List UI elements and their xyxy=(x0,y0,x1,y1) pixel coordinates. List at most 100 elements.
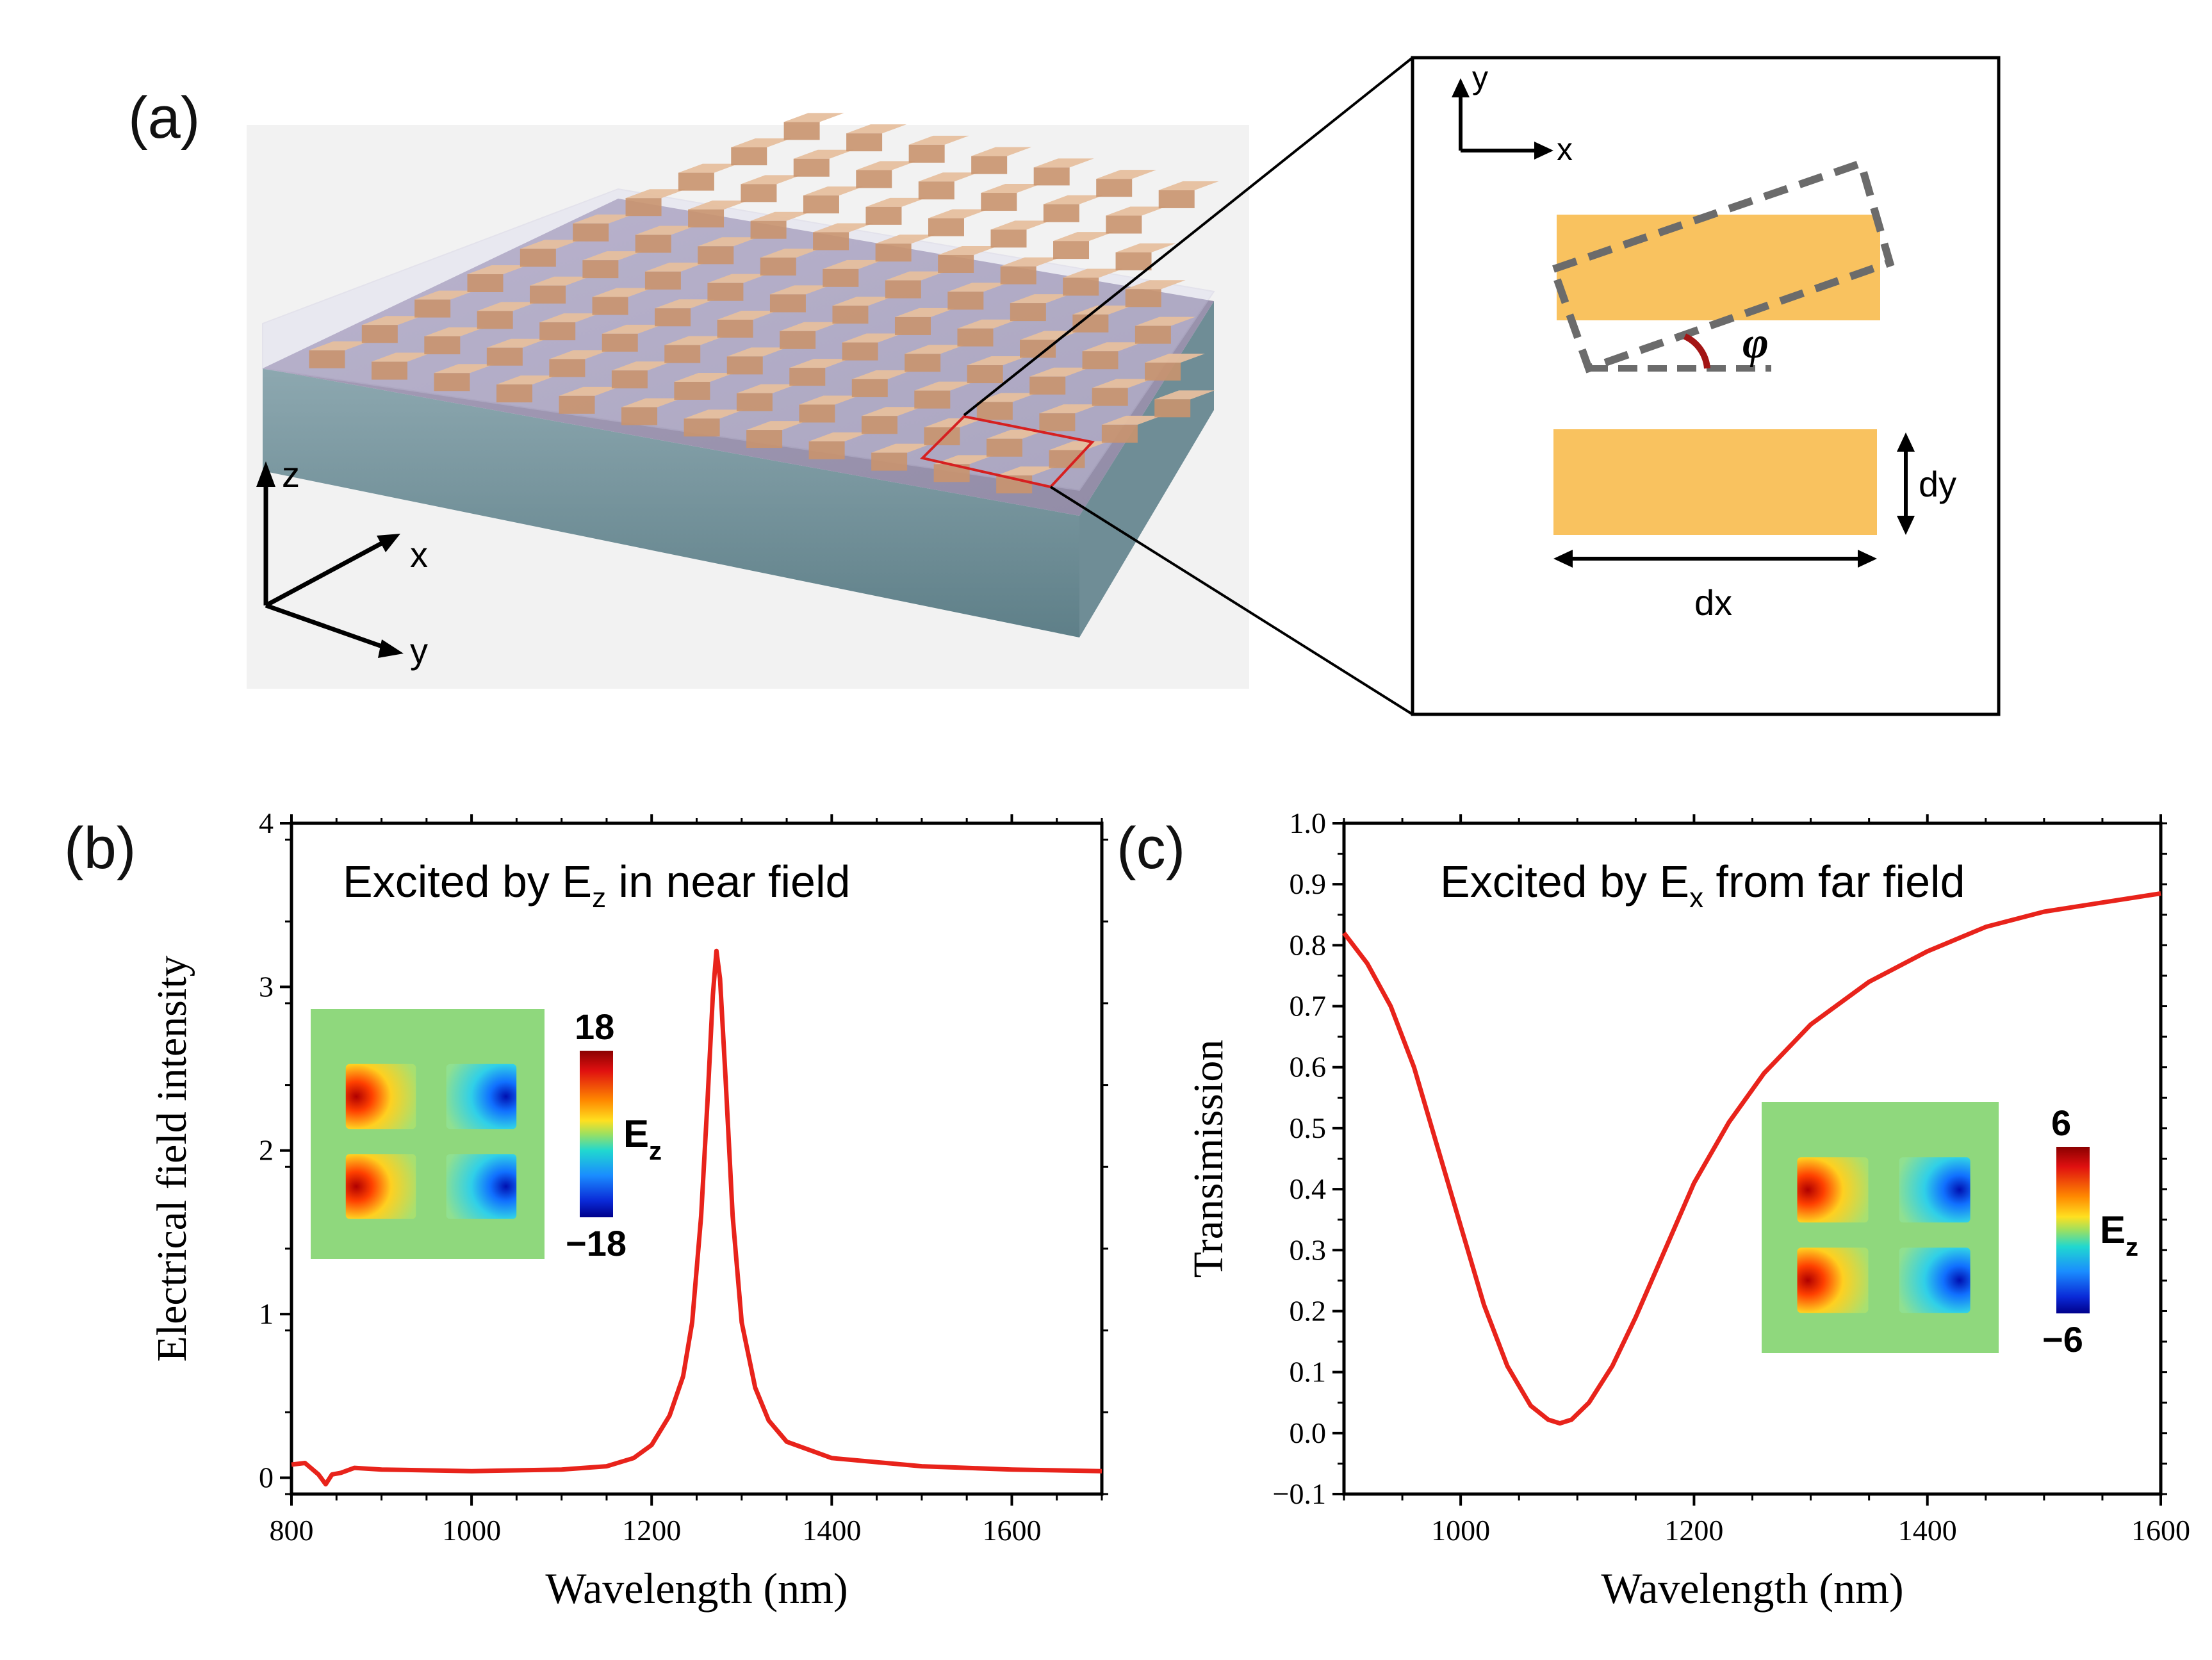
resonator-top xyxy=(726,347,787,357)
resonator-top xyxy=(842,333,903,343)
resonator-top xyxy=(635,226,696,235)
resonator-face xyxy=(1010,303,1046,322)
inset-frame xyxy=(1411,56,2001,716)
inset-x-arrowhead xyxy=(1534,142,1553,160)
resonator-face xyxy=(871,452,908,471)
x-tick-label: 1600 xyxy=(982,1514,1041,1547)
angle-arc xyxy=(1683,333,1710,369)
resonator-top xyxy=(832,297,893,306)
resonator-face xyxy=(414,299,451,318)
axis-z-arrowhead xyxy=(256,461,275,487)
x-tick-label: 1000 xyxy=(442,1514,501,1547)
chart-c-colorbar-min: −6 xyxy=(2042,1319,2083,1360)
series-line-near-field xyxy=(291,948,1102,1487)
y-tick-label: 4 xyxy=(259,807,274,839)
resonator-face xyxy=(823,268,859,287)
resonator-top xyxy=(769,285,830,295)
resonator-face xyxy=(885,280,921,299)
dx-arrowhead-left xyxy=(1553,550,1573,568)
resonator-top xyxy=(875,234,936,244)
resonator-top xyxy=(846,124,907,134)
y-tick-label: 3 xyxy=(259,970,274,1003)
resonator-face xyxy=(434,373,470,391)
chart-b-fieldmap-field-hotspot xyxy=(345,1064,416,1130)
resonator-top xyxy=(371,352,432,362)
resonator-face xyxy=(865,206,902,225)
resonator-top xyxy=(530,276,591,286)
y-tick-label: 0.2 xyxy=(1290,1294,1327,1327)
resonator-face xyxy=(592,297,628,315)
x-tick-label: 1600 xyxy=(2131,1514,2190,1547)
axis-x-arrowhead xyxy=(377,534,400,552)
resonator-top xyxy=(717,311,778,320)
chart-b-fieldmap-field-hotspot xyxy=(446,1154,517,1219)
series-line-transmission xyxy=(1342,891,2161,1426)
axis-y-label: y xyxy=(410,630,428,671)
x-tick-label: 1200 xyxy=(1664,1514,1723,1547)
resonator-top xyxy=(1092,379,1152,388)
resonator-top xyxy=(928,209,988,218)
resonator-face xyxy=(1101,424,1138,443)
annotation-tail: from far field xyxy=(1703,857,1965,907)
resonator-face xyxy=(496,384,533,403)
resonator-top xyxy=(780,322,840,331)
resonator-top xyxy=(684,409,744,419)
resonator-face xyxy=(611,370,648,389)
y-tick-label: 0.8 xyxy=(1290,928,1327,961)
resonator-top xyxy=(908,135,969,145)
panel-c-label: (c) xyxy=(1117,816,1185,881)
resonator-top xyxy=(947,283,1008,292)
resonator-face xyxy=(1000,266,1036,284)
resonator-top xyxy=(918,172,979,182)
resonator-top xyxy=(823,259,883,269)
resonator-top xyxy=(621,398,682,407)
x-tick-label: 1400 xyxy=(1898,1514,1957,1547)
y-tick-label: 0.7 xyxy=(1290,990,1327,1023)
resonator-top xyxy=(789,359,850,368)
resonator-face xyxy=(486,347,523,366)
resonator-face xyxy=(938,254,974,273)
resonator-face xyxy=(467,274,504,292)
resonator-face xyxy=(987,438,1022,457)
resonator-face xyxy=(1053,241,1090,259)
y-tick-label: 0.3 xyxy=(1290,1233,1327,1266)
chart-b-colorbar-label-sub: z xyxy=(649,1137,662,1165)
resonator-top xyxy=(731,138,792,147)
resonator-face xyxy=(928,218,964,236)
resonator-face xyxy=(625,198,662,217)
resonator-face xyxy=(688,209,725,227)
resonator-face xyxy=(780,331,816,349)
chart-b-colorbar-label: E xyxy=(623,1112,649,1155)
resonator-top xyxy=(905,345,965,354)
resonator-face xyxy=(783,122,820,140)
resonator-face xyxy=(976,402,1013,420)
resonator-top xyxy=(309,341,370,350)
inset-y-label: y xyxy=(1472,60,1488,95)
panel-a-label: (a) xyxy=(128,85,200,151)
resonator-top xyxy=(813,223,874,233)
resonator-face xyxy=(760,258,796,276)
resonator-top xyxy=(688,200,749,210)
resonator-face xyxy=(813,232,849,251)
chart-c-fieldmap-field-hotspot xyxy=(1899,1247,1970,1313)
resonator-face xyxy=(644,271,681,290)
dy-arrowhead-bottom xyxy=(1897,516,1915,535)
resonator-top xyxy=(625,189,686,199)
resonator-face xyxy=(808,441,845,459)
axis-x-label: x xyxy=(410,534,428,575)
resonator-face xyxy=(1033,167,1070,186)
rotated-bar-outline xyxy=(1548,158,1895,374)
resonator-top xyxy=(871,443,932,453)
resonator-face xyxy=(789,368,826,386)
metasurface-illustration: z x y xyxy=(247,113,1249,689)
annotation-text: Excited by Ez in near field xyxy=(343,857,850,914)
resonator-face xyxy=(990,229,1027,248)
resonator-top xyxy=(611,361,672,371)
resonator-face xyxy=(957,328,994,347)
resonator-top xyxy=(760,249,821,258)
resonator-top xyxy=(361,316,422,325)
resonator-top xyxy=(924,418,985,428)
axes-3d xyxy=(263,477,389,651)
annotation-subscript: z xyxy=(592,882,606,914)
resonator-top xyxy=(856,161,917,170)
